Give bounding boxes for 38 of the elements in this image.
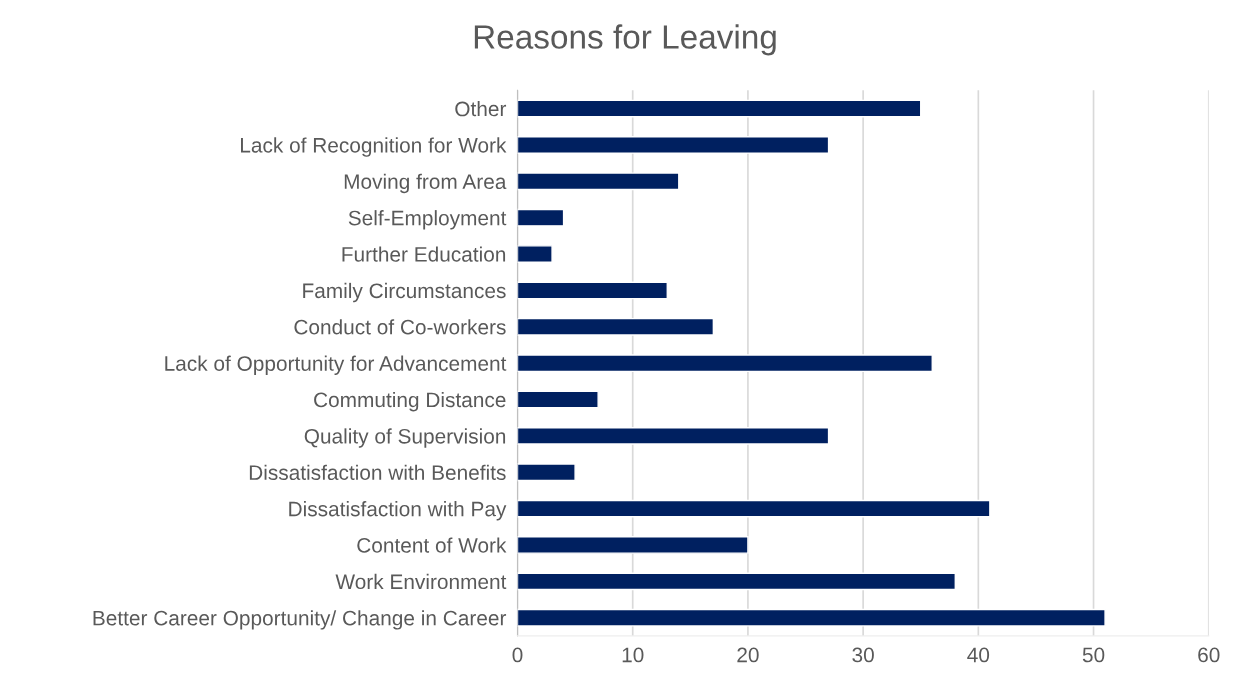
bar [517,99,922,118]
bar [517,536,749,554]
y-tick-label: Quality of Supervision [304,428,506,448]
x-tick-label: 20 [737,647,759,663]
bar [517,499,991,518]
y-tick-label: Content of Work [357,537,507,553]
y-tick-label: Lack of Opportunity for Advancement [165,355,507,376]
x-tick-label: 10 [622,647,644,663]
x-tick-label: 0 [512,647,523,663]
y-tick-label: Work Environment [335,573,507,590]
y-tick-label: Lack of Recognition for Work [241,137,507,157]
chart-title: Reasons for Leaving [474,24,776,56]
bar [517,390,599,409]
x-tick-label: 40 [967,647,990,663]
y-tick-label: Family Circumstances [303,282,506,303]
bar [517,281,668,300]
y-tick-label: Conduct of Co-workers [294,319,506,335]
bar [517,427,830,445]
y-tick-label: Dissatisfaction with Benefits [249,464,506,481]
y-tick-label: Moving from Area [344,173,507,194]
y-tick-label: Dissatisfaction with Pay [289,501,507,521]
y-tick-label: Better Career Opportunity/ Change in Career [93,610,507,630]
y-tick-label: Further Education [342,246,506,262]
x-tick-label: 60 [1198,647,1220,663]
bar [517,245,553,263]
bar [517,136,830,154]
bar [517,354,933,373]
bar [517,317,715,336]
x-tick-label: 30 [852,647,874,663]
y-tick-label: Other [455,100,507,117]
bar [517,208,565,227]
bar [517,463,576,482]
y-tick-label: Commuting Distance [314,391,506,412]
x-tick-label: 50 [1082,647,1105,663]
bar [517,608,1106,627]
bar [517,172,680,191]
y-tick-label: Self-Employment [348,210,507,230]
bar [517,572,956,591]
